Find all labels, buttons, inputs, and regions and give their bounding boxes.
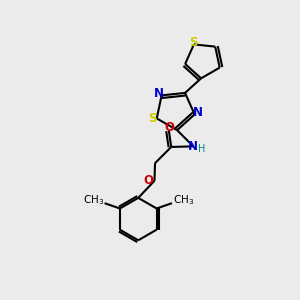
Text: O: O (143, 174, 153, 187)
Text: N: N (193, 106, 203, 119)
Text: O: O (164, 121, 174, 134)
Text: S: S (190, 35, 198, 49)
Text: N: N (154, 87, 164, 101)
Text: CH$_3$: CH$_3$ (172, 193, 194, 207)
Text: CH$_3$: CH$_3$ (83, 193, 104, 207)
Text: N: N (188, 140, 198, 153)
Text: H: H (198, 144, 205, 154)
Text: S: S (148, 112, 157, 125)
